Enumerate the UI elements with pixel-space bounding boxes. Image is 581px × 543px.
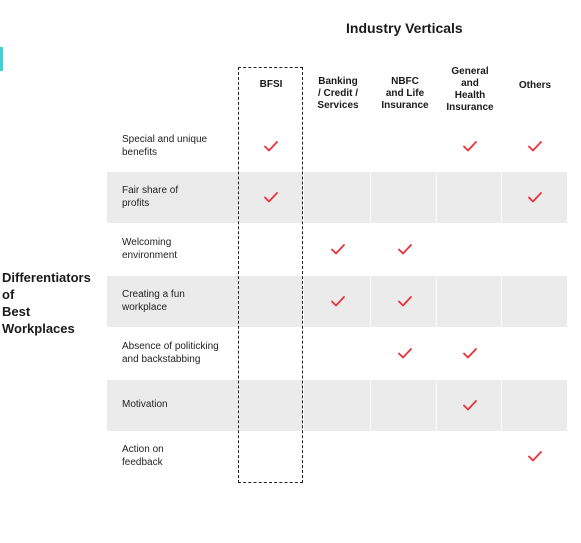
table-row — [107, 276, 567, 327]
column-header-1: Banking / Credit / Services — [317, 76, 359, 111]
cell-divider — [303, 172, 304, 223]
cell-divider — [370, 172, 371, 223]
column-header-0: BFSI — [259, 79, 283, 90]
table-row — [107, 380, 567, 431]
check-icon — [264, 191, 278, 203]
row-label: Welcoming environment — [122, 236, 178, 261]
check-icon — [528, 140, 542, 152]
column-header-3: General and Health Insurance — [446, 66, 494, 113]
row-label: Special and unique benefits — [122, 133, 208, 158]
cell-divider — [370, 276, 371, 327]
check-icon — [463, 140, 477, 152]
check-icon — [528, 191, 542, 203]
check-icon — [264, 140, 278, 152]
bfsi-highlight-box — [238, 67, 303, 483]
row-label: Fair share of profits — [122, 184, 179, 209]
cell-divider — [501, 172, 502, 223]
row-label: Absence of politicking and backstabbing — [122, 340, 219, 365]
cell-divider — [436, 172, 437, 223]
check-icon — [331, 295, 345, 307]
check-icon — [463, 347, 477, 359]
row-label: Action on feedback — [122, 443, 164, 468]
cell-divider — [370, 380, 371, 431]
check-icon — [398, 347, 412, 359]
check-icon — [463, 399, 477, 411]
cell-divider — [436, 380, 437, 431]
table-row — [107, 172, 567, 223]
check-icon — [528, 450, 542, 462]
column-header-4: Others — [518, 80, 552, 91]
cell-divider — [436, 276, 437, 327]
cell-divider — [501, 276, 502, 327]
check-icon — [331, 243, 345, 255]
page-title: Industry Verticals — [346, 20, 463, 36]
check-icon — [398, 243, 412, 255]
side-label-text: Differentiators of Best Workplaces — [2, 270, 91, 336]
cell-divider — [303, 276, 304, 327]
cell-divider — [303, 380, 304, 431]
side-label: Differentiators of Best Workplaces — [2, 269, 102, 337]
row-label: Motivation — [122, 399, 168, 410]
column-header-2: NBFC and Life Insurance — [381, 76, 429, 111]
cell-divider — [501, 380, 502, 431]
row-label: Creating a fun workplace — [122, 288, 185, 313]
accent-bar — [0, 47, 3, 71]
check-icon — [398, 295, 412, 307]
table-row — [107, 431, 567, 482]
